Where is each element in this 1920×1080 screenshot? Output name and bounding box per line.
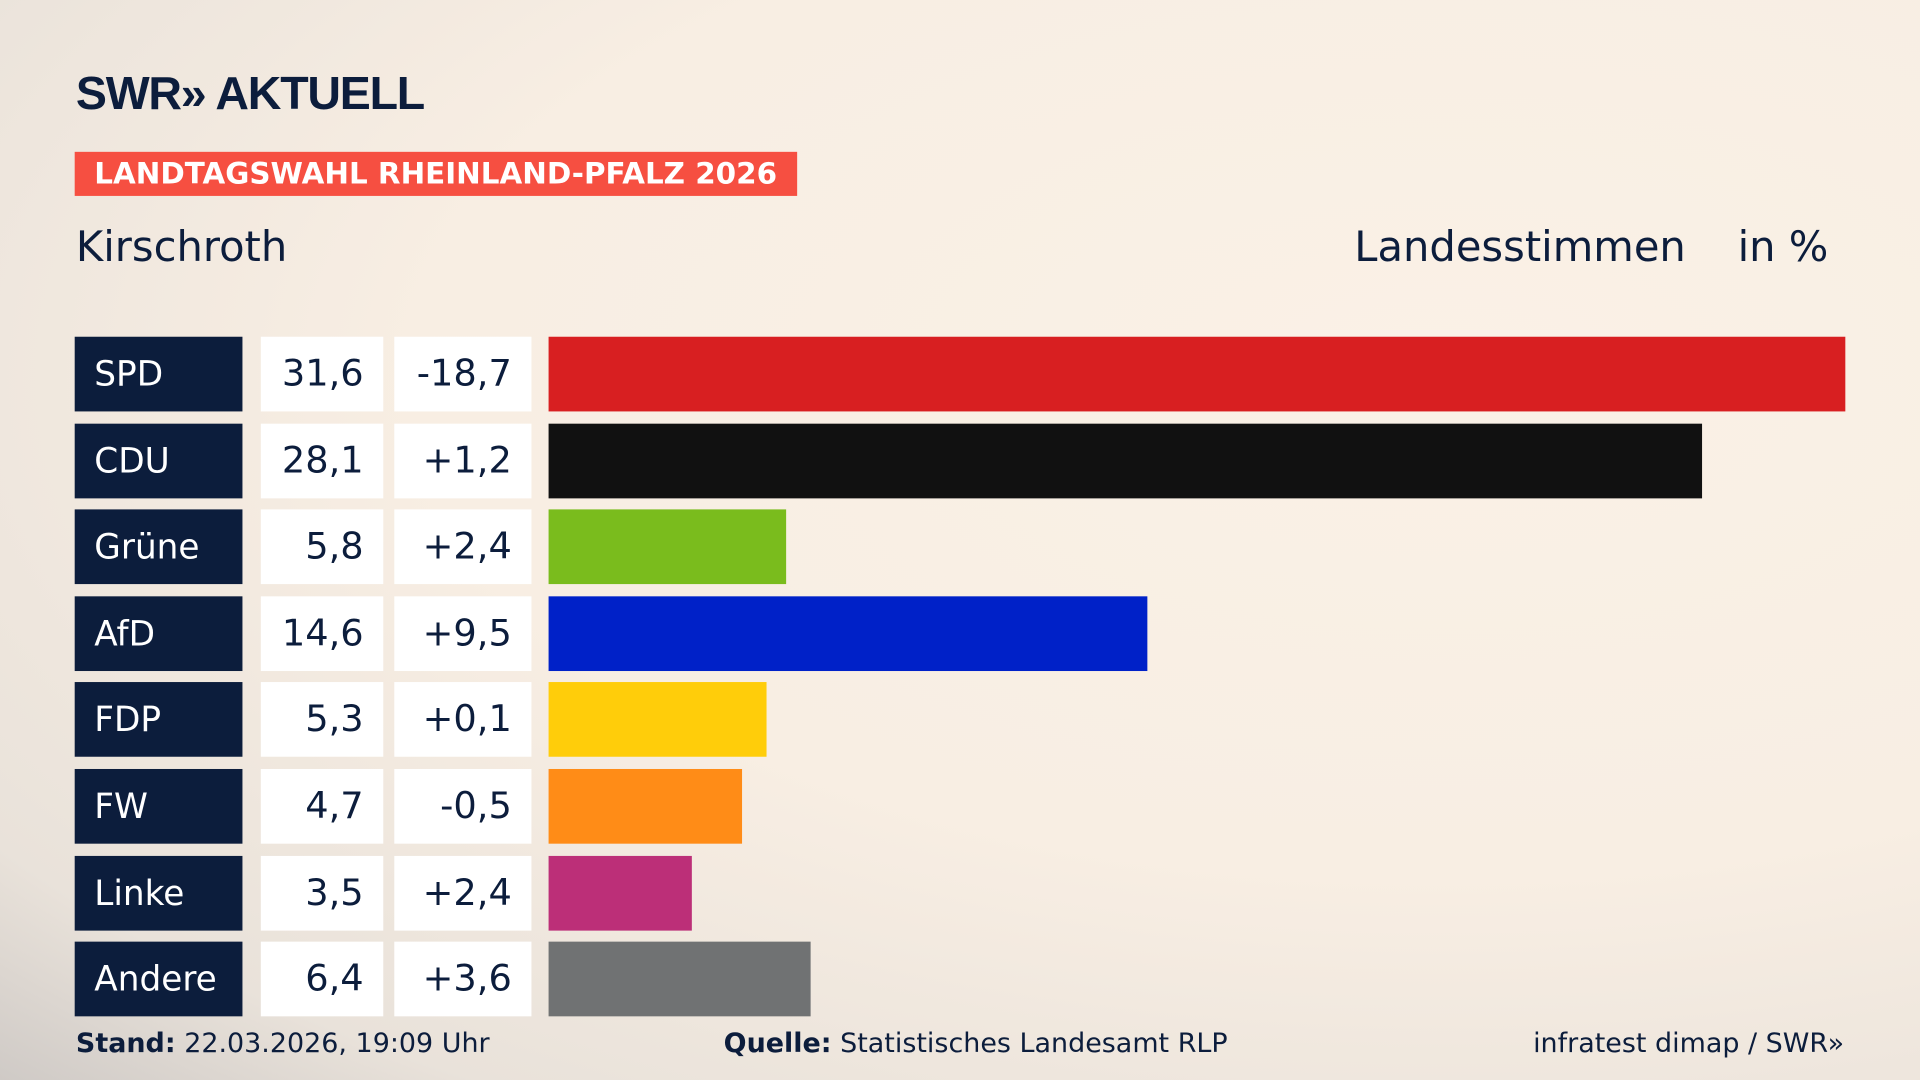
value-label: 14,6 [260, 596, 384, 671]
diff-label: +0,1 [394, 682, 532, 758]
party-label: FW [74, 768, 243, 844]
stand-value: 22.03.2026, 19:09 Uhr [184, 1028, 490, 1060]
value-label: 28,1 [260, 423, 384, 498]
source-value: Statistisches Landesamt RLP [840, 1028, 1228, 1060]
bar-linke [548, 855, 693, 931]
bar-fw [548, 768, 742, 844]
diff-label: +9,5 [394, 596, 532, 671]
unit-label: in % [1737, 222, 1829, 272]
region-title: Kirschroth [75, 222, 288, 272]
diff-label: +2,4 [394, 509, 532, 585]
value-label: 3,5 [260, 855, 384, 931]
value-label: 6,4 [260, 941, 384, 1017]
value-label: 5,3 [260, 682, 384, 758]
credit: infratest dimap / SWR» [1533, 1028, 1845, 1060]
party-label: FDP [74, 682, 243, 758]
party-label: Andere [74, 941, 243, 1017]
value-label: 4,7 [260, 768, 384, 844]
diff-label: +2,4 [394, 855, 532, 931]
party-label: CDU [74, 423, 243, 498]
swr-aktuell-logo: SWR» AKTUELL [75, 68, 425, 121]
stand-label: Stand: [75, 1028, 176, 1060]
source: Quelle: Statistisches Landesamt RLP [724, 1029, 1228, 1060]
party-label: Grüne [74, 509, 243, 585]
vote-type-label: Landesstimmen [1354, 222, 1686, 272]
bar-andere [548, 941, 812, 1017]
party-label: SPD [74, 336, 243, 412]
value-label: 31,6 [260, 336, 384, 412]
party-label: AfD [74, 596, 243, 671]
diff-label: -0,5 [394, 768, 532, 844]
diff-label: -18,7 [394, 336, 532, 412]
bar-spd [548, 336, 1846, 412]
election-banner: LANDTAGSWAHL RHEINLAND-PFALZ 2026 [74, 151, 797, 196]
bar-afd [548, 596, 1148, 671]
source-label: Quelle: [723, 1028, 832, 1060]
diff-label: +1,2 [394, 423, 532, 498]
timestamp: Stand: 22.03.2026, 19:09 Uhr [76, 1029, 490, 1060]
diff-label: +3,6 [394, 941, 532, 1017]
bar-grüne [548, 509, 787, 585]
bar-cdu [548, 423, 1702, 498]
value-label: 5,8 [260, 509, 384, 585]
bar-fdp [548, 682, 767, 758]
party-label: Linke [74, 855, 243, 931]
